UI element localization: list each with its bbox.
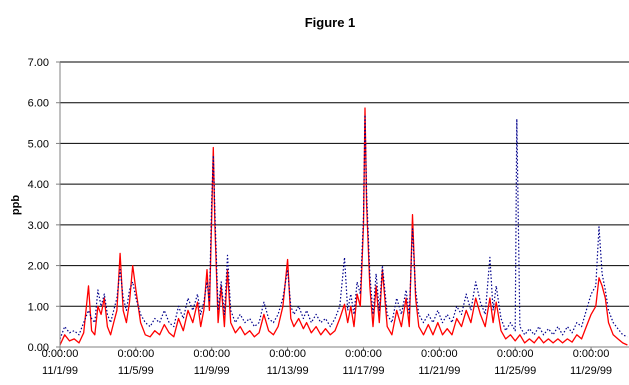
- series-line-2: [59, 114, 628, 340]
- x-tick-label: 0:00:00 11/5/99: [118, 348, 155, 377]
- x-tick-time: 0:00:00: [193, 348, 230, 360]
- x-tick-time: 0:00:00: [345, 348, 382, 360]
- x-tick-date: 11/9/99: [194, 365, 230, 377]
- chart-title: Figure 1: [305, 15, 356, 30]
- y-tick-labels: 0.00 1.00 2.00 3.00 4.00 5.00 6.00 7.00: [28, 57, 49, 354]
- series-group: [59, 107, 628, 346]
- x-tick-labels: 0:00:00 11/1/99 0:00:00 11/5/99 0:00:00 11/9/…: [42, 348, 612, 377]
- y-tick-label: 6.00: [28, 98, 49, 110]
- y-tick-label: 0.00: [28, 342, 49, 354]
- y-tick-label: 7.00: [28, 57, 49, 69]
- y-tick-label: 2.00: [28, 261, 49, 273]
- x-tick-label: 0:00:00 11/9/99: [193, 348, 230, 377]
- x-tick-time: 0:00:00: [497, 348, 534, 360]
- x-tick-time: 0:00:00: [421, 348, 458, 360]
- gridlines: [60, 61, 629, 307]
- x-tick-label: 0:00:00 11/1/99: [42, 348, 79, 377]
- x-tick-time: 0:00:00: [573, 348, 610, 360]
- y-tick-label: 4.00: [28, 179, 49, 191]
- x-tick-label: 0:00:00 11/29/99: [570, 348, 612, 377]
- x-tick-time: 0:00:00: [118, 348, 155, 360]
- x-tick-date: 11/25/99: [494, 365, 536, 377]
- x-tick-date: 11/5/99: [118, 365, 154, 377]
- y-axis-label: ppb: [10, 195, 22, 215]
- x-tick-date: 11/29/99: [570, 365, 612, 377]
- axes: [56, 61, 629, 351]
- y-tick-label: 5.00: [28, 138, 49, 150]
- x-tick-time: 0:00:00: [42, 348, 79, 360]
- y-tick-label: 1.00: [28, 301, 49, 313]
- series-line-1: [59, 107, 628, 346]
- x-tick-date: 11/13/99: [267, 365, 309, 377]
- x-tick-date: 11/17/99: [342, 365, 384, 377]
- x-tick-time: 0:00:00: [269, 348, 306, 360]
- y-tick-label: 3.00: [28, 220, 49, 232]
- x-tick-label: 0:00:00 11/13/99: [267, 348, 309, 377]
- x-tick-label: 0:00:00 11/21/99: [418, 348, 460, 377]
- x-tick-date: 11/21/99: [418, 365, 460, 377]
- x-tick-date: 11/1/99: [42, 365, 78, 377]
- x-tick-label: 0:00:00 11/17/99: [342, 348, 384, 377]
- x-tick-label: 0:00:00 11/25/99: [494, 348, 536, 377]
